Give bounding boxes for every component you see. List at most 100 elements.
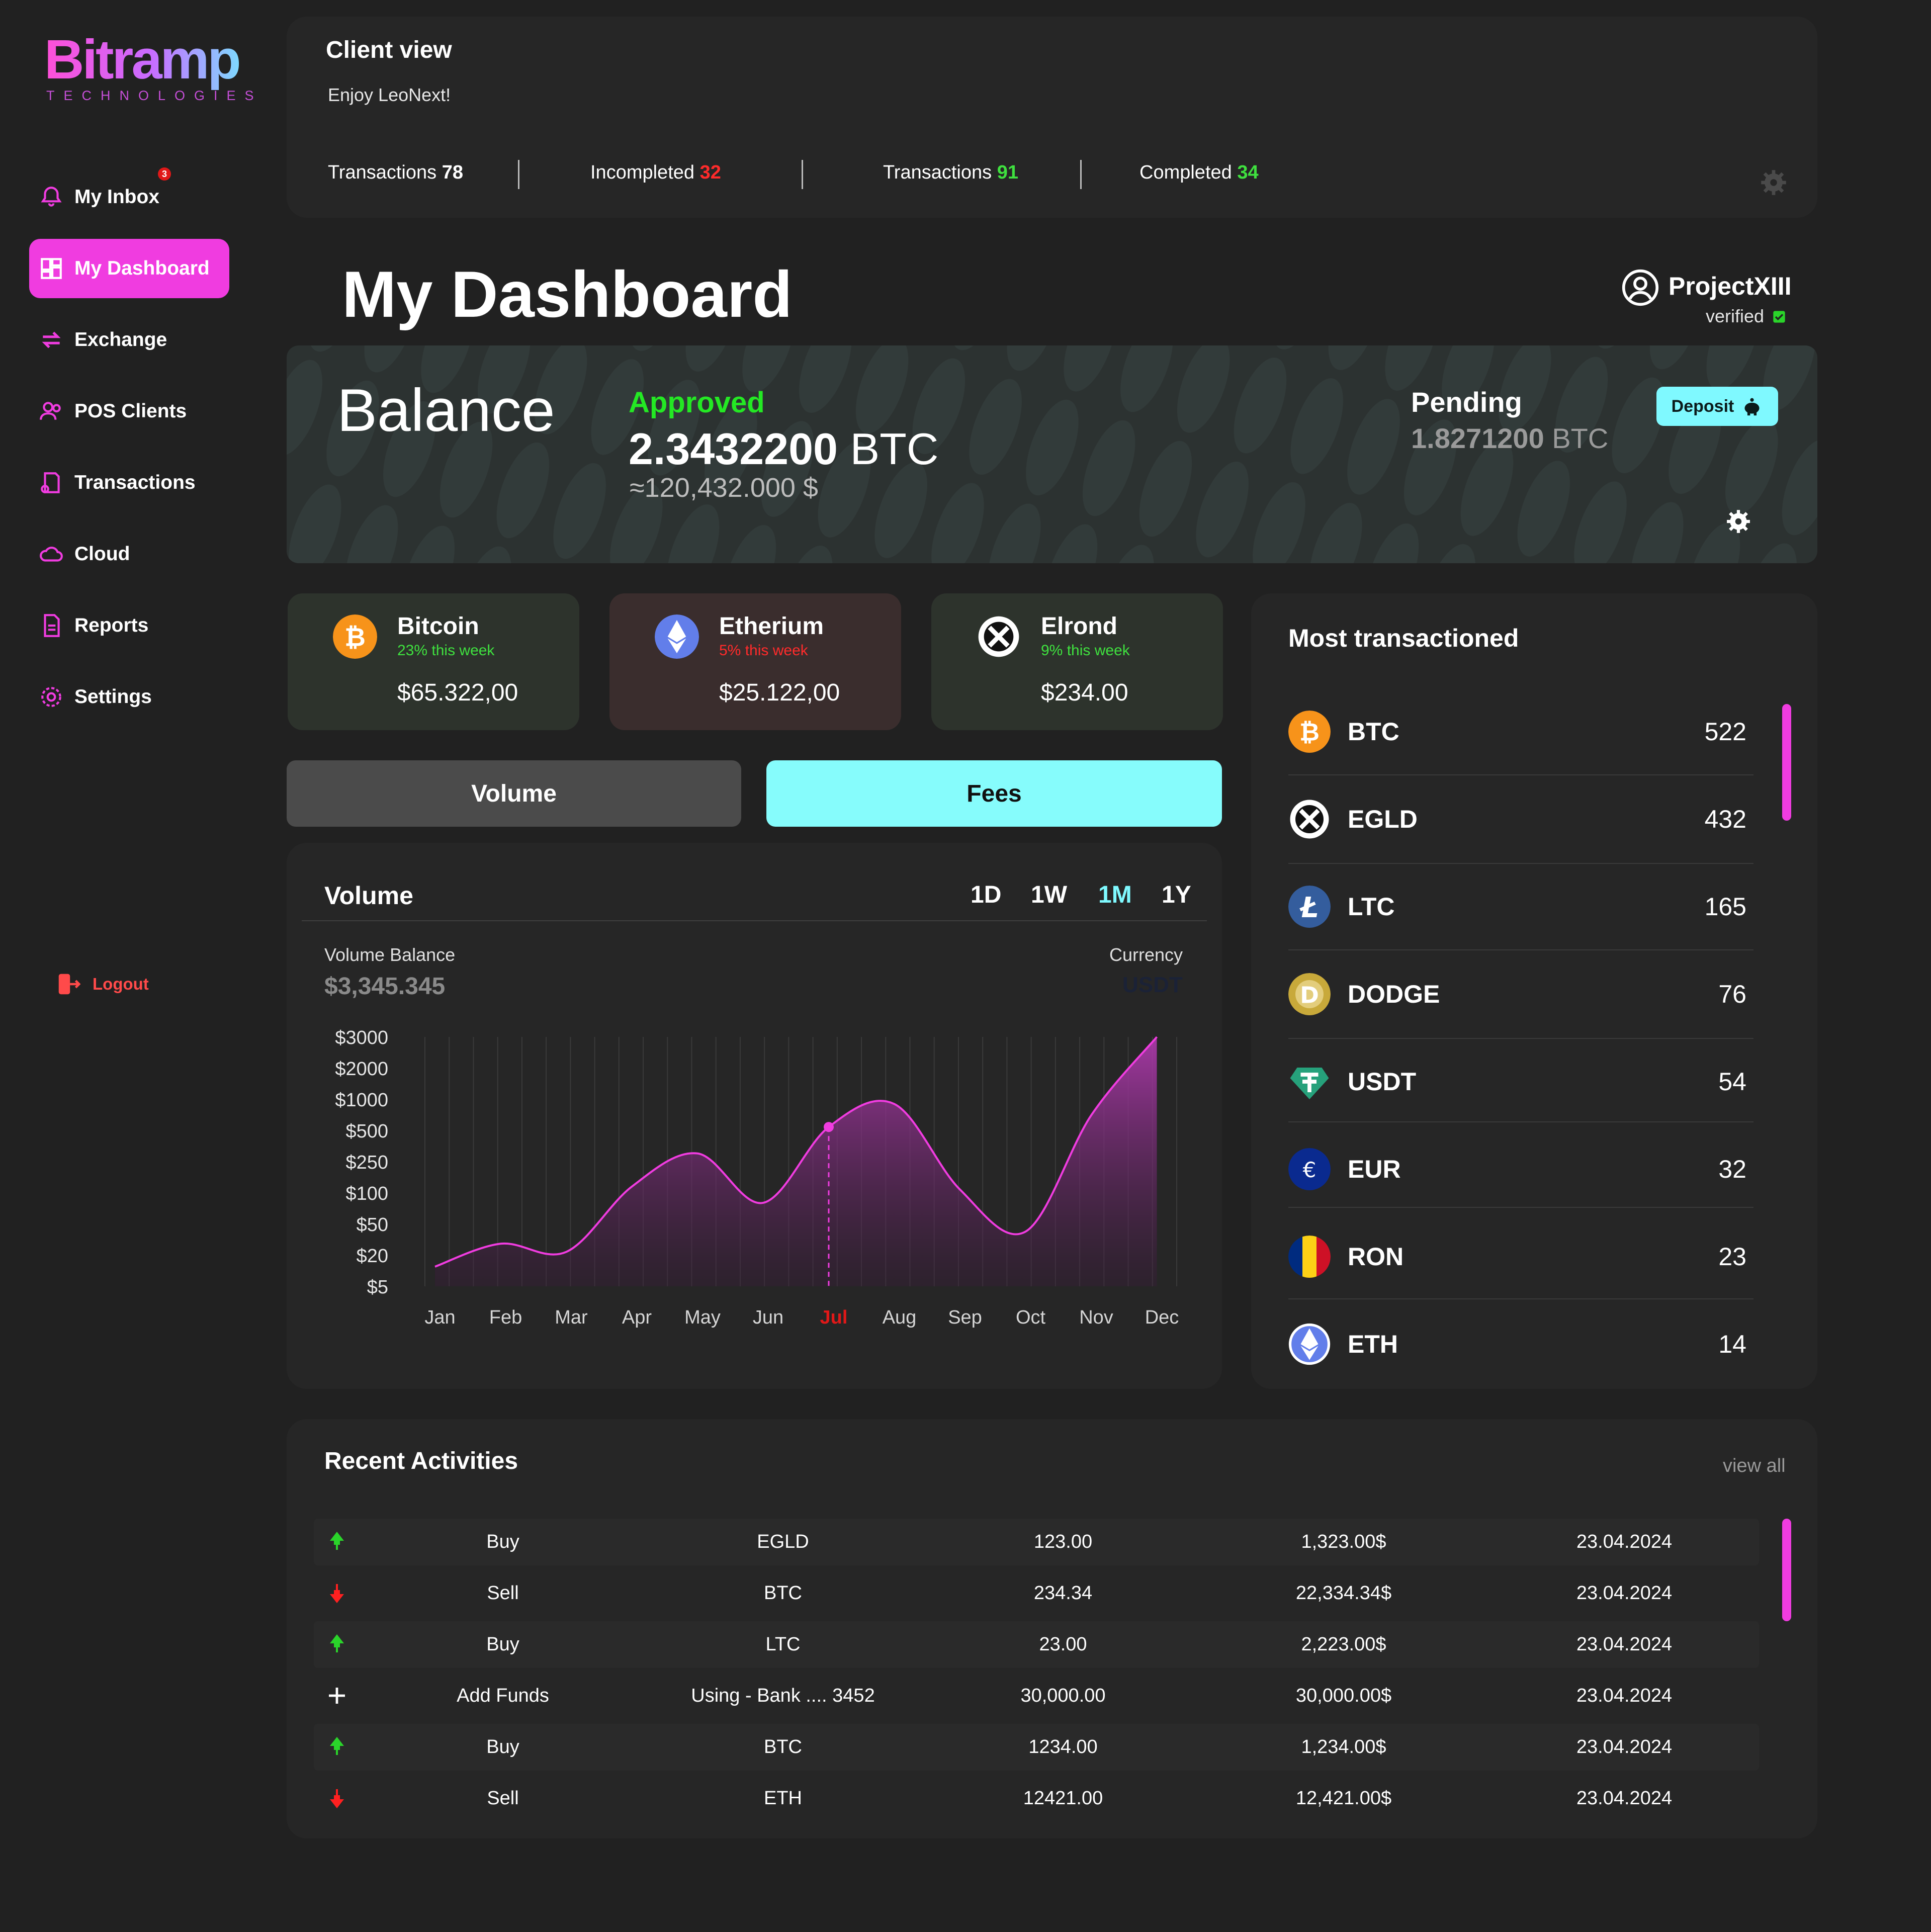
list-item-eth[interactable]: ETH 14 [1288, 1301, 1753, 1387]
user-icon[interactable] [1621, 269, 1659, 307]
list-divider [1288, 1298, 1753, 1299]
list-divider [1288, 863, 1753, 864]
cloud-icon [37, 540, 65, 568]
sidebar-item-cloud[interactable]: Cloud [29, 524, 229, 584]
bitcoin-icon: ₿ [1288, 711, 1331, 753]
y-tick-label: $250 [345, 1152, 388, 1173]
sidebar-item-settings[interactable]: Settings [29, 667, 229, 727]
approved-label: Approved [629, 386, 765, 419]
profile-name[interactable]: ProjectXIII [1669, 272, 1792, 300]
view-all-link[interactable]: view all [1723, 1455, 1786, 1476]
y-tick-label: $100 [345, 1183, 388, 1204]
logout-icon [58, 974, 81, 995]
y-tick-label: $500 [345, 1121, 388, 1142]
stat-divider [518, 160, 519, 189]
cell-total: 30,000.00$ [1295, 1685, 1392, 1706]
list-item-usdt[interactable]: USDT 54 [1288, 1039, 1753, 1124]
stat-completed[interactable]: Completed 34 [1139, 162, 1259, 183]
list-item-ron[interactable]: RON 23 [1288, 1214, 1753, 1299]
table-row[interactable]: Sell ETH 12421.00 12,421.00$ 23.04.2024 [314, 1775, 1759, 1822]
tab-fees[interactable]: Fees [766, 760, 1222, 827]
coin-name: Bitcoin [397, 613, 479, 640]
y-tick-label: $1000 [335, 1090, 388, 1111]
table-row[interactable]: Add Funds Using - Bank .... 3452 30,000.00… [314, 1673, 1759, 1719]
sidebar-item-label: Settings [74, 686, 152, 708]
scrollbar-thumb[interactable] [1782, 1519, 1791, 1621]
range-1d[interactable]: 1D [971, 882, 1002, 908]
verified-check-icon [1773, 311, 1785, 323]
cell-date: 23.04.2024 [1576, 1736, 1673, 1758]
cell-date: 23.04.2024 [1576, 1788, 1673, 1809]
x-tick-label: May [684, 1307, 721, 1328]
range-1w[interactable]: 1W [1031, 882, 1067, 908]
sidebar-item-label: Cloud [74, 543, 130, 565]
stat-transactions-2[interactable]: Transactions 91 [883, 162, 1018, 183]
list-item-ltc[interactable]: Ł LTC 165 [1288, 864, 1753, 949]
tab-volume[interactable]: Volume [287, 760, 741, 827]
cell-amount: 1234.00 [1028, 1736, 1098, 1758]
cell-date: 23.04.2024 [1576, 1583, 1673, 1604]
currency-label: Currency [1109, 944, 1183, 965]
gear-icon[interactable] [1760, 169, 1787, 196]
tether-icon [1290, 1068, 1329, 1099]
coin-card-etherium[interactable]: Etherium 5% this week $25.122,00 [609, 593, 901, 730]
list-item-btc[interactable]: ₿ BTC 522 [1288, 689, 1753, 774]
table-row[interactable]: Buy EGLD 123.00 1,323.00$ 23.04.2024 [314, 1519, 1759, 1565]
coin-name: Etherium [719, 613, 824, 640]
series-line [434, 1036, 1158, 1268]
table-row[interactable]: Buy BTC 1234.00 1,234.00$ 23.04.2024 [314, 1724, 1759, 1771]
cell-total: 1,234.00$ [1301, 1736, 1386, 1758]
coin-card-elrond[interactable]: Elrond 9% this week $234.00 [931, 593, 1223, 730]
inbox-badge: 3 [158, 167, 171, 181]
ethereum-icon [1288, 1323, 1331, 1365]
logout-button[interactable]: Logout [55, 971, 149, 998]
sidebar-item-reports[interactable]: Reports [29, 596, 229, 655]
list-item-dodge[interactable]: D DODGE 76 [1288, 951, 1753, 1037]
sidebar-item-dashboard[interactable]: My Dashboard [29, 239, 229, 298]
coin-change: 5% this week [719, 642, 808, 659]
exchange-icon [37, 326, 65, 354]
gear-icon[interactable] [1726, 509, 1751, 534]
list-item-eur[interactable]: € EUR 32 [1288, 1126, 1753, 1212]
logout-label: Logout [93, 975, 149, 993]
y-tick-label: $3000 [335, 1027, 388, 1048]
svg-text:₿: ₿ [344, 622, 366, 652]
list-divider [1288, 949, 1753, 950]
list-divider [1288, 774, 1753, 775]
list-item-egld[interactable]: EGLD 432 [1288, 776, 1753, 862]
arrow-down-icon [330, 1789, 344, 1808]
y-tick-label: $50 [357, 1214, 388, 1236]
volume-area-chart: $3000 $2000 $1000 $500 $250 $100 $50 $20 $5 Jan Fe… [335, 1027, 1179, 1328]
sidebar-item-pos-clients[interactable]: POS Clients [29, 382, 229, 441]
pending-value: 1.8271200 BTC [1411, 422, 1609, 454]
cell-amount: 30,000.00 [1020, 1685, 1106, 1706]
recent-activities-title: Recent Activities [324, 1448, 518, 1474]
arrow-down-icon [330, 1584, 344, 1603]
scrollbar-thumb[interactable] [1782, 704, 1791, 821]
users-icon [37, 397, 65, 425]
chart-title: Volume [324, 882, 413, 910]
range-1m[interactable]: 1M [1098, 882, 1132, 908]
sidebar-item-transactions[interactable]: Transactions [29, 453, 229, 512]
table-row[interactable]: Buy LTC 23.00 2,223.00$ 23.04.2024 [314, 1621, 1759, 1668]
balance-pattern [287, 345, 1817, 563]
cell-asset: BTC [764, 1583, 802, 1604]
sidebar-item-inbox[interactable]: My Inbox 3 [29, 167, 229, 227]
x-tick-label: Apr [622, 1307, 652, 1328]
svg-text:Ł: Ł [1299, 892, 1319, 924]
range-1y[interactable]: 1Y [1162, 882, 1191, 908]
client-view-card [287, 17, 1817, 218]
stat-divider [1080, 160, 1082, 189]
table-row[interactable]: Sell BTC 234.34 22,334.34$ 23.04.2024 [314, 1570, 1759, 1617]
deposit-button[interactable]: Deposit [1656, 387, 1778, 426]
euro-icon: € [1288, 1148, 1331, 1190]
coin-card-bitcoin[interactable]: ₿ Bitcoin 23% this week $65.322,00 [288, 593, 579, 730]
stat-incompleted[interactable]: Incompleted 32 [590, 162, 721, 183]
currency-select[interactable]: USDT [1122, 973, 1183, 997]
sidebar-item-exchange[interactable]: Exchange [29, 310, 229, 370]
stat-transactions-1[interactable]: Transactions 78 [328, 162, 463, 183]
cell-total: 2,223.00$ [1301, 1634, 1386, 1655]
volume-balance-value: $3,345.345 [324, 973, 446, 1000]
cell-total: 12,421.00$ [1295, 1788, 1392, 1809]
sidebar-item-label: My Inbox [74, 186, 160, 208]
